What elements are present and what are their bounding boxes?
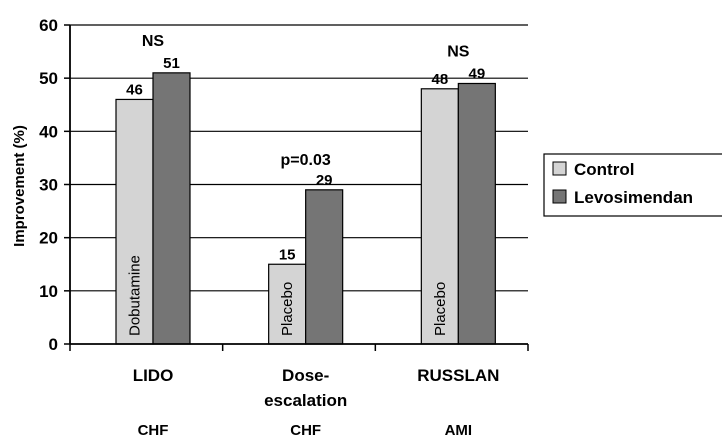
y-tick-label: 50 (39, 69, 58, 88)
y-tick-label: 40 (39, 122, 58, 141)
bars: 46 51 Dobutamine NS 15 29 Placebo p=0.03 48 49 Pla… (115, 33, 496, 345)
category-label: LIDO (133, 366, 174, 385)
y-tick-label: 60 (39, 16, 58, 35)
category-labels: LIDO CHF Dose-escalation CHF RUSSLAN AMI (133, 366, 500, 439)
data-label: 29 (316, 172, 333, 189)
legend: Control Levosimendan (543, 153, 722, 217)
control-bar-text: Dobutamine (127, 255, 144, 336)
bar-levosimendan (457, 82, 496, 345)
legend-label: Levosimendan (574, 188, 693, 207)
significance-annotation: NS (142, 33, 165, 50)
y-axis-ticks: 0 10 20 30 40 50 60 (39, 16, 70, 354)
bar-levosimendan (152, 72, 191, 345)
data-label: 15 (279, 246, 296, 263)
bar-levosimendan (305, 189, 344, 345)
bar-control (420, 88, 459, 345)
y-axis-label: Improvement (%) (11, 125, 28, 247)
control-bar-text: Placebo (432, 282, 449, 336)
y-tick-label: 10 (39, 282, 58, 301)
data-label: 49 (468, 65, 485, 82)
y-tick-label: 0 (49, 335, 58, 354)
control-bar-text: Placebo (279, 282, 296, 336)
axes (69, 25, 529, 351)
data-label: 48 (431, 71, 448, 88)
category-sub-label: AMI (445, 422, 473, 439)
significance-annotation: p=0.03 (281, 152, 331, 169)
legend-swatch (552, 189, 567, 204)
y-tick-label: 20 (39, 229, 58, 248)
category-sub-label: CHF (290, 422, 321, 439)
legend-swatch (552, 161, 567, 176)
legend-box (543, 153, 722, 217)
category-sub-label: CHF (138, 422, 169, 439)
category-label: RUSSLAN (417, 366, 499, 385)
data-label: 46 (126, 81, 143, 98)
significance-annotation: NS (447, 43, 470, 60)
y-tick-label: 30 (39, 176, 58, 195)
category-label: escalation (264, 391, 347, 410)
category-label: Dose- (282, 366, 329, 385)
legend-label: Control (574, 160, 634, 179)
data-label: 51 (163, 55, 180, 72)
